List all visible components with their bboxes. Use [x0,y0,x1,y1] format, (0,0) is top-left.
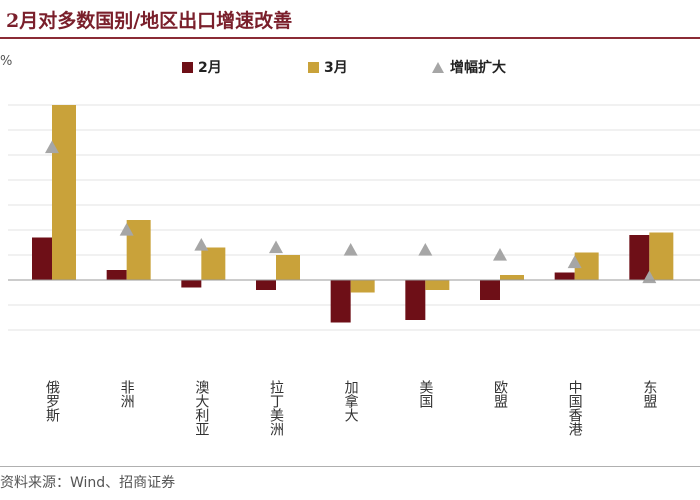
legend-label-widen: 增幅扩大 [450,60,506,76]
triangle-icon [432,61,444,73]
category-label: 中国香港 [567,380,583,436]
category-label: 东盟 [641,380,657,408]
bar-mar [649,232,674,280]
bar-feb [480,280,500,300]
bar-mar [500,275,524,280]
bar-feb [106,270,127,280]
category-label: 欧盟 [492,380,508,408]
legend-label-mar: 3月 [324,60,348,76]
legend-item-widen: 增幅扩大 [432,57,506,77]
bar-feb [256,280,276,290]
category-label: 非洲 [119,380,135,408]
category-label: 俄罗斯 [44,380,60,423]
bar-feb [554,272,575,280]
category-label: 美国 [417,380,433,408]
bar-chart: 俄罗斯 非洲 澳大利亚 拉丁美洲 加拿大 美国 欧盟 中国香港 东盟 [8,104,700,436]
source-note: 资料来源：Wind、招商证券 [0,475,176,491]
bar-mar [126,220,151,280]
marker-widen [194,238,209,251]
marker-widen [45,140,59,154]
marker-widen [567,255,582,269]
legend-label-feb: 2月 [198,60,222,76]
footer-rule [0,466,700,467]
bar-feb [32,237,52,280]
legend-item-feb: 2月 [182,57,222,77]
marker-widen [269,240,283,254]
marker-widen [343,243,358,256]
bar-feb [405,280,426,320]
bar-mar [276,255,300,280]
chart-title: 2月对多数国别/地区出口增速改善 [6,10,293,32]
bar-feb [629,235,650,280]
bar-feb [330,280,351,323]
category-label: 加拿大 [343,380,359,422]
legend-item-mar: 3月 [308,57,348,77]
bar-mar [350,280,375,293]
y-unit-label: % [0,54,13,69]
category-label: 拉丁美洲 [268,380,284,436]
marker-widen [493,248,507,261]
bar-mar [201,247,226,280]
marker-widen [418,243,433,256]
bar-mar [425,280,450,290]
marker-widen [119,223,134,236]
bar-mar [52,105,76,280]
legend-swatch-mar [308,61,319,73]
bar-feb [181,280,202,288]
category-label: 澳大利亚 [193,380,209,436]
legend-swatch-feb [182,61,193,73]
title-rule [0,37,700,39]
